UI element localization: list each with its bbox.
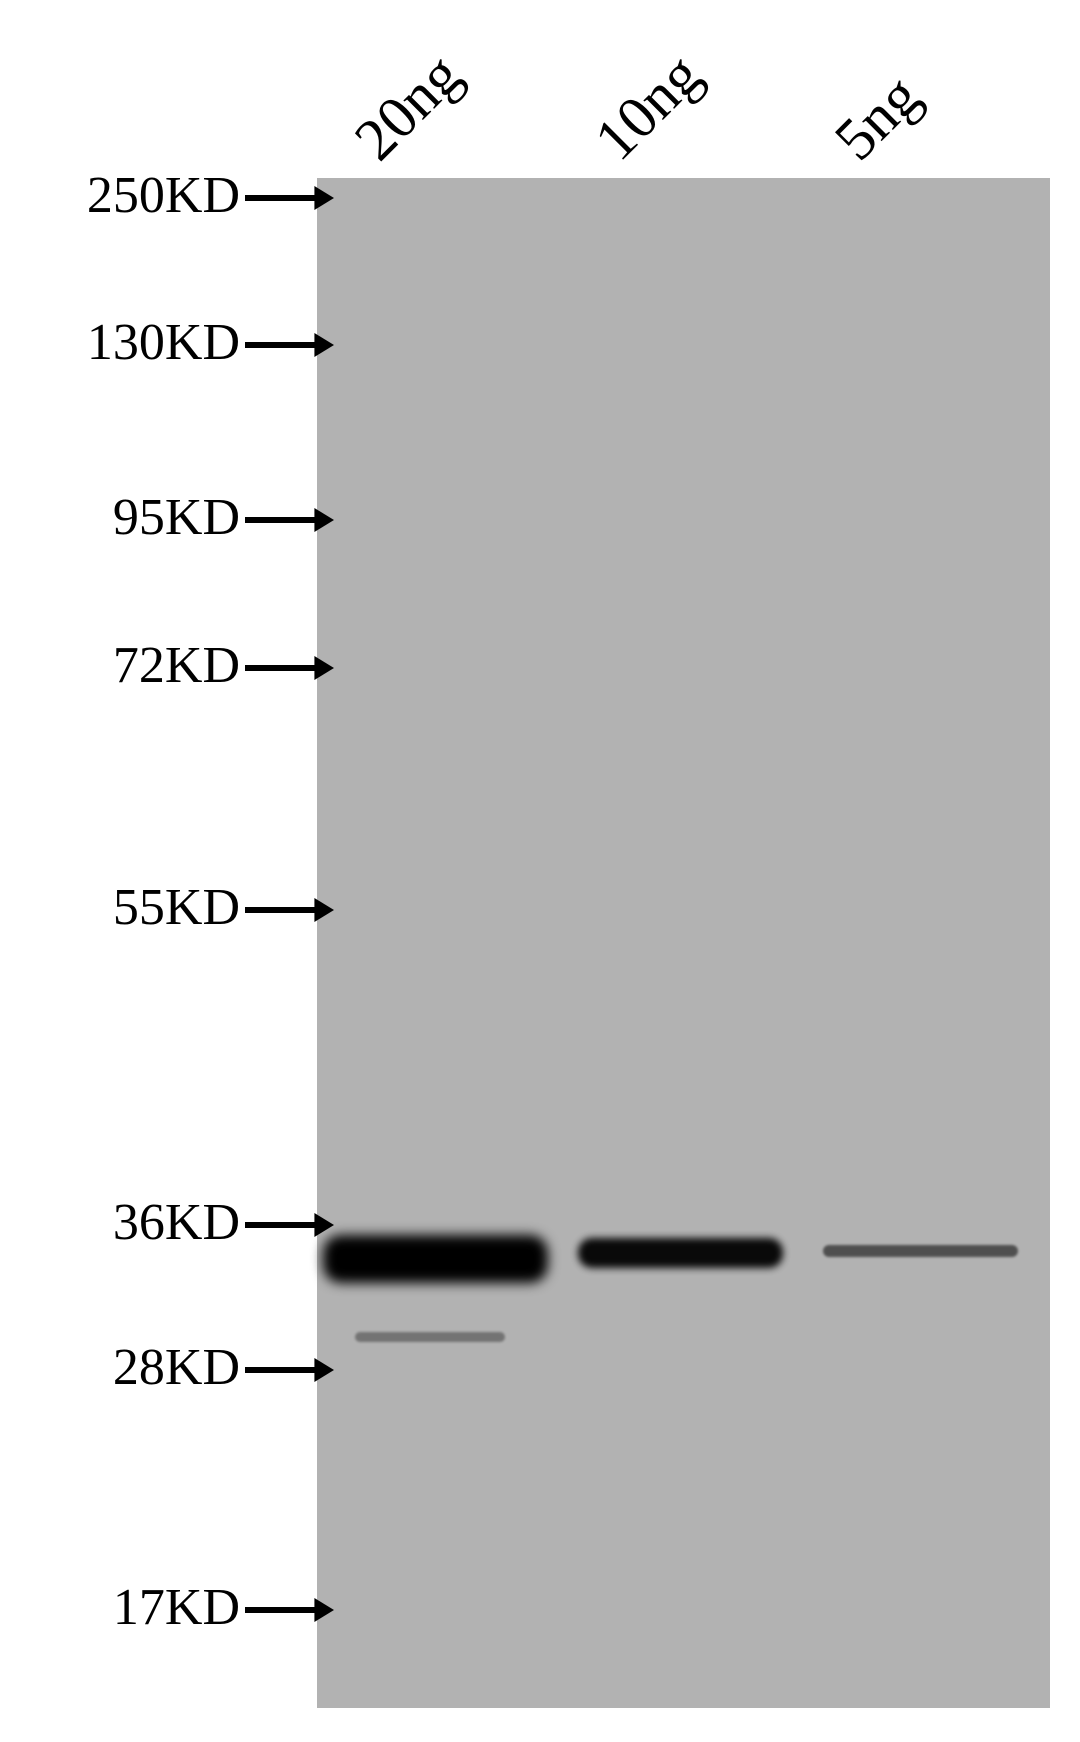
marker-label: 36KD	[113, 1193, 240, 1252]
lane-label: 5ng	[821, 62, 933, 174]
marker-arrow-icon	[245, 650, 336, 686]
marker-label: 250KD	[87, 166, 240, 225]
marker-label: 130KD	[87, 313, 240, 372]
blot-band	[323, 1235, 548, 1283]
marker-arrow-icon	[245, 327, 336, 363]
marker-arrow-icon	[245, 1592, 336, 1628]
blot-band	[823, 1245, 1018, 1257]
marker-label: 95KD	[113, 488, 240, 547]
marker-arrow-icon	[245, 1207, 336, 1243]
marker-arrow-icon	[245, 502, 336, 538]
lane-label: 20ng	[341, 40, 475, 174]
marker-arrow-icon	[245, 180, 336, 216]
blot-band	[355, 1332, 505, 1342]
marker-label: 55KD	[113, 878, 240, 937]
marker-arrow-icon	[245, 892, 336, 928]
blot-membrane	[317, 178, 1050, 1708]
blot-band	[578, 1238, 783, 1268]
marker-label: 17KD	[113, 1578, 240, 1637]
marker-label: 28KD	[113, 1338, 240, 1397]
marker-arrow-icon	[245, 1352, 336, 1388]
marker-label: 72KD	[113, 636, 240, 695]
lane-label: 10ng	[581, 40, 715, 174]
